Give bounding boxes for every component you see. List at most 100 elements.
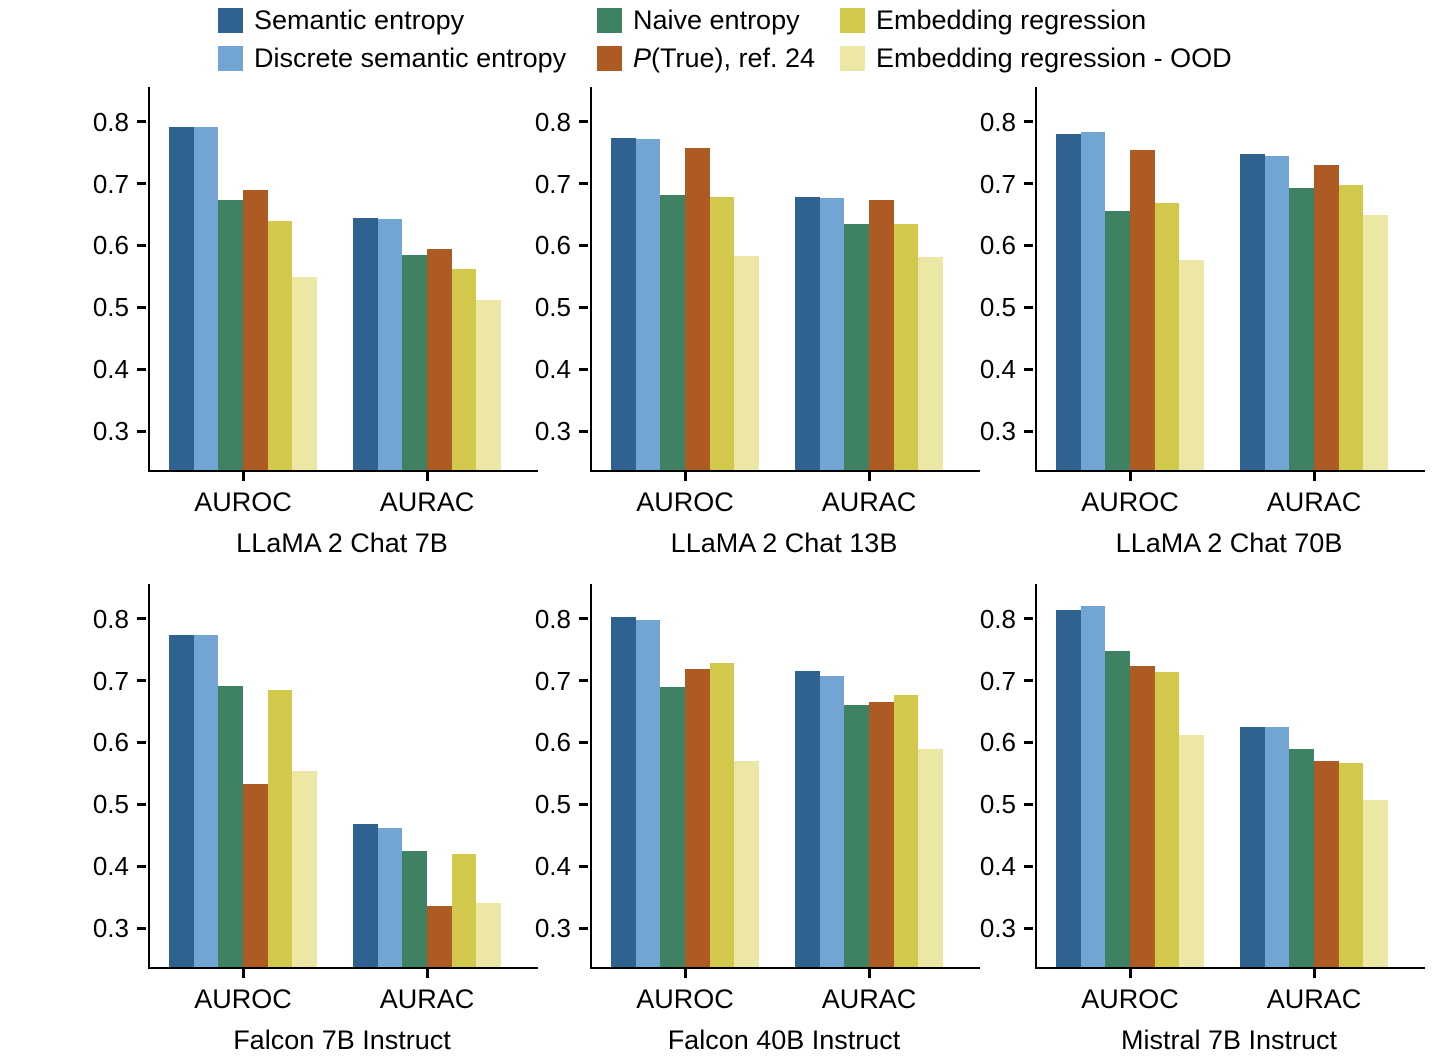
y-axis-tick: [137, 926, 146, 930]
legend-item: Embedding regression: [840, 5, 1146, 35]
y-axis-tick: [1024, 802, 1033, 806]
bar: [918, 257, 944, 470]
y-axis-tick: [579, 802, 588, 806]
y-axis-tick-label: 0.4: [92, 851, 129, 882]
y-axis-tick: [1024, 429, 1033, 433]
legend-swatch: [218, 45, 243, 71]
bar: [869, 199, 894, 470]
bar: [844, 705, 869, 967]
y-axis-tick-label: 0.5: [92, 292, 129, 323]
x-axis-tick: [1312, 969, 1316, 978]
y-axis-tick-label: 0.4: [534, 354, 571, 385]
y-axis-tick: [1024, 367, 1033, 371]
chart-panel: 0.3 0.4 0.5 0.6 0.7 0.8 AUROC AURAC Falcon 7B In…: [93, 584, 540, 1062]
y-axis-tick-label: 0.5: [92, 789, 129, 820]
y-axis-tick-label: 0.8: [979, 106, 1016, 137]
bar: [243, 783, 268, 967]
bar: [377, 828, 403, 967]
panel-title: Falcon 40B Instruct: [667, 1025, 901, 1055]
y-axis-tick-label: 0.8: [979, 603, 1016, 634]
y-axis-tick: [137, 864, 146, 868]
bar: [709, 662, 735, 967]
x-axis-tick: [425, 969, 429, 978]
bar: [168, 635, 194, 967]
bar: [734, 760, 760, 967]
bar: [352, 824, 378, 967]
bar: [218, 200, 243, 470]
y-axis-tick-label: 0.3: [979, 416, 1016, 447]
legend-label: Discrete semantic entropy: [254, 42, 567, 73]
x-axis-tick: [1128, 472, 1132, 481]
y-axis-tick: [1024, 679, 1033, 683]
y-axis-tick: [1024, 864, 1033, 868]
bar: [1179, 734, 1205, 967]
y-axis-tick-label: 0.5: [534, 292, 571, 323]
chart-panel: 0.3 0.4 0.5 0.6 0.7 0.8 AUROC AURAC LLaMA 2 Chat…: [93, 87, 540, 590]
panel-title: Falcon 7B Instruct: [233, 1025, 451, 1055]
bar: [476, 300, 502, 470]
y-axis-tick-label: 0.7: [534, 665, 571, 696]
bar: [1338, 762, 1364, 967]
legend-swatch: [597, 45, 622, 71]
legend-swatch: [840, 45, 865, 71]
x-axis-tick: [683, 969, 687, 978]
bar: [427, 906, 452, 967]
bar: [1363, 799, 1389, 967]
bar: [1130, 149, 1155, 470]
y-axis-tick-label: 0.4: [979, 851, 1016, 882]
x-axis-tick: [241, 969, 245, 978]
bar: [709, 197, 735, 470]
y-axis-tick-label: 0.6: [979, 230, 1016, 261]
bar: [267, 220, 293, 470]
legend-swatch: [218, 7, 243, 33]
legend-swatch: [840, 7, 865, 33]
bar: [352, 217, 378, 470]
y-axis-tick: [137, 182, 146, 186]
bar: [819, 197, 845, 470]
plot-area: 0.3 0.4 0.5 0.6 0.7 0.8: [535, 87, 980, 472]
bar: [635, 138, 661, 470]
x-axis-category-label: AUROC: [194, 984, 292, 1014]
chart-panel: 0.3 0.4 0.5 0.6 0.7 0.8 AUROC AURAC LLaMA 2 Chat…: [980, 87, 1427, 590]
x-axis-category-label: AUROC: [636, 984, 734, 1014]
x-axis-category-label: AUROC: [194, 487, 292, 517]
bar: [1239, 726, 1265, 967]
y-axis-tick: [137, 305, 146, 309]
y-axis-tick: [137, 367, 146, 371]
y-axis-tick: [137, 617, 146, 621]
bar: [1289, 188, 1314, 470]
plot-area: 0.3 0.4 0.5 0.6 0.7 0.8: [980, 87, 1425, 472]
bar: [1179, 260, 1205, 470]
x-axis-tick: [867, 969, 871, 978]
y-axis-tick: [137, 429, 146, 433]
y-axis-tick: [579, 243, 588, 247]
bar: [1154, 672, 1180, 967]
bar: [1314, 760, 1339, 967]
y-axis-tick-label: 0.8: [534, 603, 571, 634]
bar: [844, 224, 869, 470]
bar: [734, 255, 760, 470]
y-axis-tick: [579, 120, 588, 124]
y-axis-tick: [579, 926, 588, 930]
bar: [1154, 203, 1180, 470]
legend-label: Embedding regression - OOD: [876, 42, 1232, 73]
bar: [635, 619, 661, 967]
x-axis-tick: [425, 472, 429, 481]
x-axis-category-label: AURAC: [379, 487, 475, 517]
bar: [1055, 610, 1081, 967]
y-axis-tick: [1024, 305, 1033, 309]
bar: [402, 850, 427, 967]
x-axis-tick: [867, 472, 871, 481]
chart-panel: 0.3 0.4 0.5 0.6 0.7 0.8 AUROC AURAC Mistral 7B I…: [980, 584, 1427, 1062]
y-axis-tick-label: 0.3: [979, 913, 1016, 944]
y-axis-tick-label: 0.6: [92, 727, 129, 758]
y-axis-tick: [579, 429, 588, 433]
y-axis-tick-label: 0.3: [92, 913, 129, 944]
bar: [869, 702, 894, 967]
bar: [918, 748, 944, 967]
legend-item: Embedding regression - OOD: [840, 43, 1232, 73]
bar: [685, 669, 710, 967]
y-axis-tick-label: 0.5: [979, 292, 1016, 323]
y-axis-tick-label: 0.6: [979, 727, 1016, 758]
